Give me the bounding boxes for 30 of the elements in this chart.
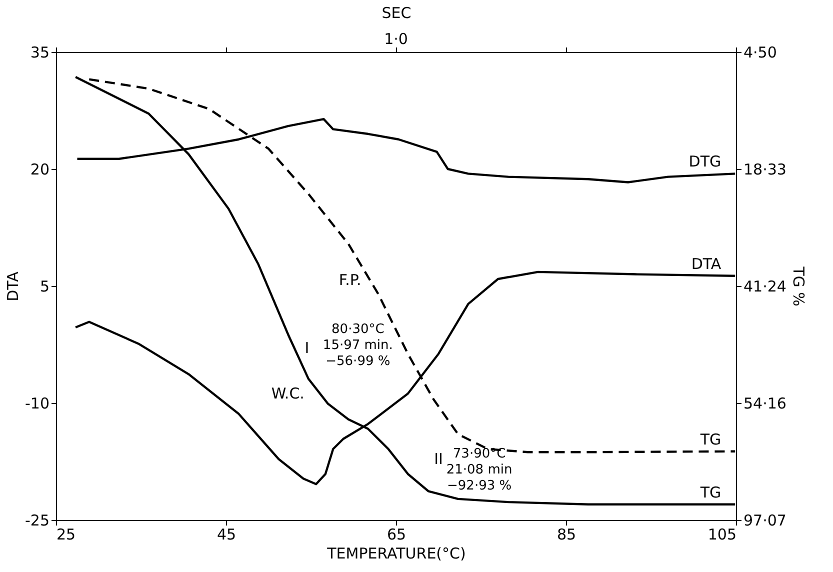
annotation: 73·90°C 21·08 min −92·93 % <box>446 446 512 494</box>
y2-axis-title: TG % <box>789 266 808 306</box>
x-axis-title: TEMPERATURE(°C) <box>326 544 466 562</box>
series-label: TG <box>699 483 722 502</box>
y-tick-label: -25 <box>25 512 50 530</box>
y-tick-label: 5 <box>40 278 50 296</box>
annotation: 80·30°C 15·97 min. −56·99 % <box>322 322 393 370</box>
x-tick-label: 105 <box>708 526 736 544</box>
series-label: TG <box>699 430 722 448</box>
text: 1·0 <box>384 30 408 48</box>
x-tick-label: 45 <box>216 526 236 544</box>
y-tick-label: 20 <box>30 160 50 178</box>
x-tick-label: 85 <box>556 526 576 544</box>
category-label: 18·33 <box>744 160 786 178</box>
y-axis-title: DTA <box>4 270 22 302</box>
x-tick-label: 25 <box>56 526 76 544</box>
annotation: F.P. <box>338 270 362 289</box>
annotation: I <box>304 339 310 358</box>
series-label: DTA <box>691 254 722 273</box>
x-tick-label: 65 <box>386 526 406 544</box>
x2-axis-title: SEC <box>382 4 412 22</box>
annotation: W.C. <box>271 384 304 403</box>
category-label: 41·24 <box>744 278 786 296</box>
legend-label: DTG <box>688 152 722 171</box>
annotation: II <box>434 450 443 468</box>
y-tick-label: -10 <box>25 394 50 412</box>
category-label: 97·07 <box>744 512 786 530</box>
category-label: 4·50 <box>744 44 777 62</box>
category-label: 54·16 <box>744 394 786 412</box>
y-tick-label: 35 <box>30 44 50 62</box>
